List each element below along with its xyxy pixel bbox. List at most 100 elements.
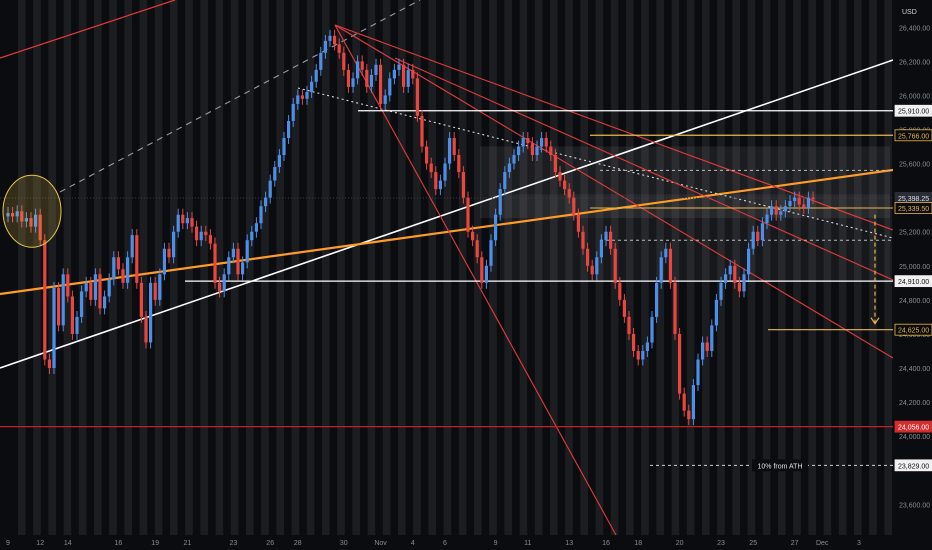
- candle-body[interactable]: [6, 212, 10, 217]
- candle-body[interactable]: [558, 172, 562, 181]
- candle-body[interactable]: [811, 197, 815, 200]
- candle-body[interactable]: [66, 274, 70, 297]
- candle-body[interactable]: [121, 269, 125, 283]
- candle-body[interactable]: [742, 274, 746, 292]
- candle-body[interactable]: [595, 257, 599, 275]
- candle-body[interactable]: [553, 155, 557, 173]
- candle-body[interactable]: [517, 146, 521, 156]
- candle-body[interactable]: [429, 163, 433, 173]
- candle-body[interactable]: [153, 282, 157, 300]
- candle-body[interactable]: [599, 240, 603, 258]
- candle-body[interactable]: [590, 265, 594, 275]
- candle-body[interactable]: [57, 287, 61, 326]
- candle-body[interactable]: [277, 155, 281, 167]
- candle-body[interactable]: [503, 172, 507, 190]
- candle-body[interactable]: [392, 69, 396, 79]
- candle-body[interactable]: [144, 316, 148, 343]
- candle-body[interactable]: [489, 240, 493, 266]
- candle-body[interactable]: [397, 64, 401, 70]
- candle-body[interactable]: [241, 262, 245, 275]
- candle-body[interactable]: [461, 172, 465, 198]
- candle-body[interactable]: [572, 197, 576, 215]
- candle-body[interactable]: [475, 240, 479, 258]
- candle-body[interactable]: [576, 214, 580, 232]
- candle-body[interactable]: [139, 282, 143, 317]
- candle-body[interactable]: [618, 282, 622, 300]
- candle-body[interactable]: [434, 172, 438, 190]
- candle-body[interactable]: [802, 204, 806, 208]
- candle-body[interactable]: [213, 243, 217, 283]
- candle-body[interactable]: [641, 350, 645, 360]
- candle-body[interactable]: [103, 296, 107, 309]
- candle-body[interactable]: [425, 146, 429, 164]
- candle-body[interactable]: [512, 155, 516, 164]
- candle-body[interactable]: [691, 385, 695, 420]
- candle-body[interactable]: [208, 235, 212, 244]
- candle-body[interactable]: [34, 214, 38, 227]
- candle-body[interactable]: [227, 257, 231, 275]
- candle-body[interactable]: [678, 333, 682, 394]
- candle-body[interactable]: [245, 240, 249, 263]
- candle-body[interactable]: [310, 81, 314, 93]
- highlight-circle[interactable]: [2, 174, 62, 248]
- candle-body[interactable]: [11, 212, 15, 217]
- candle-body[interactable]: [268, 180, 272, 198]
- candle-body[interactable]: [374, 64, 378, 75]
- candle-body[interactable]: [622, 299, 626, 317]
- candle-body[interactable]: [199, 231, 203, 241]
- time-axis-panel[interactable]: [0, 535, 932, 550]
- candle-body[interactable]: [788, 201, 792, 207]
- candle-body[interactable]: [783, 206, 787, 212]
- candle-body[interactable]: [93, 274, 97, 300]
- candle-body[interactable]: [457, 155, 461, 173]
- candle-body[interactable]: [250, 231, 254, 241]
- candle-body[interactable]: [365, 69, 369, 87]
- orange-rising-trendline[interactable]: [0, 168, 894, 296]
- candle-body[interactable]: [254, 223, 258, 232]
- candle-body[interactable]: [135, 235, 139, 283]
- candle-body[interactable]: [645, 342, 649, 351]
- candle-body[interactable]: [222, 274, 226, 292]
- candle-body[interactable]: [379, 64, 383, 104]
- candle-body[interactable]: [494, 214, 498, 241]
- candle-body[interactable]: [774, 206, 778, 215]
- candle-body[interactable]: [61, 274, 65, 326]
- candle-body[interactable]: [484, 265, 488, 283]
- candle-body[interactable]: [402, 64, 406, 87]
- red-falling-trendline-2[interactable]: [334, 24, 894, 359]
- candle-body[interactable]: [806, 197, 810, 208]
- grey-dashed-trendline[interactable]: [59, 0, 421, 193]
- candle-body[interactable]: [567, 189, 571, 198]
- candle-body[interactable]: [540, 138, 544, 147]
- candle-body[interactable]: [438, 180, 442, 190]
- candle-body[interactable]: [521, 138, 525, 147]
- candle-body[interactable]: [231, 248, 235, 258]
- candle-body[interactable]: [664, 248, 668, 258]
- red-channel-top-line[interactable]: [0, 0, 176, 59]
- candle-body[interactable]: [535, 146, 539, 156]
- candle-body[interactable]: [480, 257, 484, 283]
- candle-body[interactable]: [273, 166, 277, 181]
- candle-body[interactable]: [360, 61, 364, 70]
- candle-body[interactable]: [452, 138, 456, 156]
- candle-body[interactable]: [530, 143, 534, 156]
- candle-body[interactable]: [84, 282, 88, 292]
- candle-body[interactable]: [190, 218, 194, 227]
- candle-body[interactable]: [586, 248, 590, 266]
- candle-body[interactable]: [75, 316, 79, 334]
- candle-body[interactable]: [107, 279, 111, 297]
- candle-body[interactable]: [719, 282, 723, 300]
- candle-body[interactable]: [29, 218, 33, 227]
- candle-body[interactable]: [544, 138, 548, 147]
- candle-body[interactable]: [351, 78, 355, 87]
- candle-body[interactable]: [471, 231, 475, 241]
- candle-body[interactable]: [296, 95, 300, 104]
- candle-body[interactable]: [116, 257, 120, 270]
- candle-body[interactable]: [526, 138, 530, 144]
- candle-body[interactable]: [411, 69, 415, 79]
- candle-body[interactable]: [655, 282, 659, 317]
- candle-body[interactable]: [323, 40, 327, 53]
- candle-body[interactable]: [747, 248, 751, 275]
- candle-body[interactable]: [70, 296, 74, 334]
- candle-body[interactable]: [705, 342, 709, 351]
